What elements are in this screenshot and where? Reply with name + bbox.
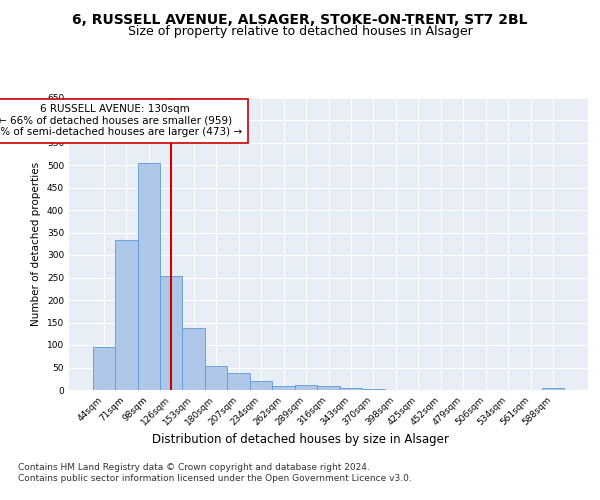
Text: Distribution of detached houses by size in Alsager: Distribution of detached houses by size …	[152, 432, 448, 446]
Bar	[317, 386, 340, 390]
Text: Size of property relative to detached houses in Alsager: Size of property relative to detached ho…	[128, 25, 472, 38]
Bar	[362, 389, 385, 390]
Bar	[227, 374, 250, 390]
Bar	[250, 380, 272, 390]
Bar	[137, 163, 160, 390]
Y-axis label: Number of detached properties: Number of detached properties	[31, 162, 41, 326]
Bar	[340, 388, 362, 390]
Text: 6, RUSSELL AVENUE, ALSAGER, STOKE-ON-TRENT, ST7 2BL: 6, RUSSELL AVENUE, ALSAGER, STOKE-ON-TRE…	[72, 12, 528, 26]
Bar	[542, 388, 565, 390]
Text: 6 RUSSELL AVENUE: 130sqm
← 66% of detached houses are smaller (959)
33% of semi-: 6 RUSSELL AVENUE: 130sqm ← 66% of detach…	[0, 104, 242, 138]
Bar	[205, 366, 227, 390]
Bar	[115, 240, 137, 390]
Bar	[160, 276, 182, 390]
Bar	[92, 347, 115, 390]
Bar	[272, 386, 295, 390]
Bar	[182, 328, 205, 390]
Text: Contains HM Land Registry data © Crown copyright and database right 2024.
Contai: Contains HM Land Registry data © Crown c…	[18, 462, 412, 483]
Bar	[295, 385, 317, 390]
